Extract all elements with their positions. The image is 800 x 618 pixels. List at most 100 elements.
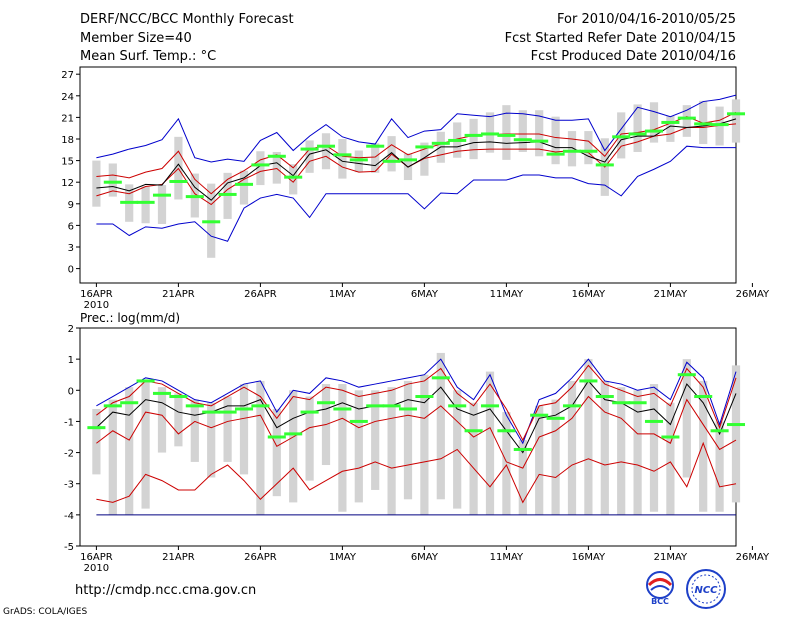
prec-observed-mark [431,376,450,380]
prec-x-sublabel: 2010 [84,563,109,574]
prec-ensemble-box [699,380,708,512]
temp-ensemble-box [92,160,101,207]
prec-observed-mark [103,404,122,408]
temp-x-tick-label: 16APR [80,289,113,300]
prec-observed-mark [234,407,254,411]
prec-ensemble-box [190,399,199,462]
temp-ensemble-box [649,102,659,143]
temp-envelope-max-line [96,94,737,163]
temp-ensemble-box [633,104,642,152]
prec-ensemble-box [617,387,626,515]
prec-observed-mark [185,404,204,408]
prec-ensemble-box [174,393,183,447]
prec-ensemble-box [715,421,724,512]
precipitation-chart: -5 -4 -3 -2 -1 0 1 2 16APR 21APR 26APR 1MAY 6MAY 11MA… [64,311,770,574]
temp-ensemble-box [731,99,741,143]
prec-ensemble-box [354,390,363,503]
prec-ensemble-box [239,384,249,475]
temp-ensemble-box [289,164,298,195]
temp-x-sublabel: 2010 [84,300,109,311]
prec-x-tick-label: 11MAY [490,552,524,563]
temp-envelope-min-line [96,145,736,242]
prec-ensemble-box [92,408,101,475]
prec-ensemble-box [551,399,560,515]
prec-ensemble-box [584,359,593,515]
temp-observed-mark [644,129,664,133]
prec-observed-mark [415,395,434,399]
prec-observed-mark [644,419,664,423]
prec-ensemble-box [289,390,298,503]
temp-y-tick-label: 15 [61,157,74,168]
temp-observed-mark [628,132,647,136]
ncc-logo: NCC [686,569,726,609]
temp-observed-mark [415,145,434,149]
temp-observed-mark [497,133,516,137]
bcc-logo: BCC [646,571,674,606]
prec-observed-mark [595,395,614,399]
temp-ensemble-box [338,139,347,179]
temp-ensemble-box [502,105,511,160]
prec-ensemble-box [469,402,478,515]
prec-ensemble-box [502,412,511,515]
temp-observed-mark [448,138,467,142]
prec-observed-mark [300,410,319,414]
prec-observed-mark [546,416,565,420]
ncc-logo-text: NCC [694,585,718,596]
temp-observed-mark [152,193,172,197]
prec-observed-mark [169,395,188,399]
temp-observed-mark [579,149,598,153]
temp-observed-mark [546,152,565,156]
temp-observed-mark [185,195,204,199]
temp-observed-mark [202,220,221,224]
prec-x-tick-label: 6MAY [411,552,439,563]
temp-observed-mark [103,180,122,184]
prec-observed-mark [382,404,401,408]
prec-y-tick-label: 0 [68,386,74,397]
prec-envelope-max-line [96,358,737,445]
temp-ensemble-box [256,151,265,186]
prec-observed-mark [497,429,516,433]
temp-observed-mark [464,133,483,137]
prec-ensemble-box [157,387,167,453]
temp-x-tick-label: 11MAY [490,289,524,300]
prec-ensemble-box [338,384,347,512]
prec-observed-mark [694,395,713,399]
prec-x-tick-label: 1MAY [329,552,357,563]
temp-observed-mark [333,153,352,157]
temp-observed-mark [513,138,532,142]
started-date: Fcst Started Refer Date 2010/04/15 [504,31,736,46]
temp-observed-mark [398,158,418,162]
prec-observed-mark [267,435,286,439]
temp-observed-mark [316,144,336,148]
temp-observed-mark [530,139,549,143]
forecast-range: For 2010/04/16-2010/05/25 [557,12,736,27]
prec-observed-mark [120,401,139,405]
source-url[interactable]: http://cmdp.ncc.cma.gov.cn [75,583,257,598]
temp-y-tick-label: 18 [61,135,74,146]
prec-x-tick-label: 21MAY [654,552,688,563]
temp-observed-mark [612,135,631,139]
prec-observed-mark [513,447,532,451]
variable-label: Mean Surf. Temp.: °C [80,49,217,64]
temp-observed-mark [267,154,286,158]
prec-observed-mark [366,404,385,408]
prec-y-tick-label: -2 [64,449,74,460]
prec-observed-mark [562,404,582,408]
temp-ensemble-box [420,142,429,176]
prec-ensemble-box [567,380,577,515]
temp-y-tick-label: 24 [61,92,74,103]
member-size: Member Size=40 [80,31,192,46]
temp-x-tick-label: 21MAY [654,289,688,300]
temp-observed-mark [120,200,139,204]
temp-ensemble-box [584,131,593,165]
temp-ensemble-box [321,133,331,170]
prec-ensemble-box [371,390,380,490]
prec-observed-mark [530,413,549,417]
prec-ensemble-box [633,390,642,515]
temp-observed-mark [431,141,450,145]
prec-y-tick-label: -1 [64,417,74,428]
prec-observed-mark [612,401,631,405]
temp-observed-mark [382,159,401,163]
prec-observed-mark [480,404,500,408]
prec-ensemble-box [305,396,314,481]
